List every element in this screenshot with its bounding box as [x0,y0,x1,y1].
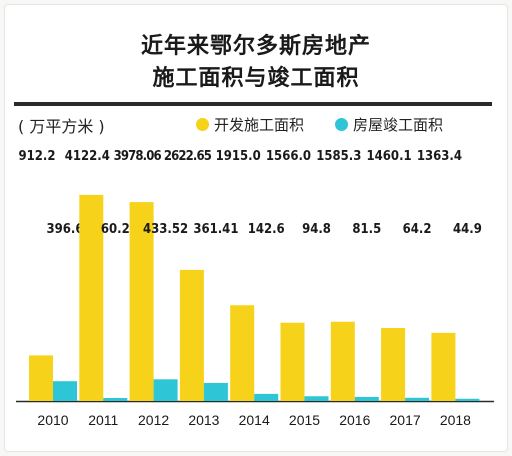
x-tick-label-2015: 2015 [289,412,320,428]
bar-construction-2011 [79,194,104,401]
chart-title-line2: 施工面积与竣工面积 [152,66,360,91]
bar-construction-2010 [29,355,53,401]
bar-completion-2010 [53,381,77,401]
data-label-completion-2015: 94.8 [302,222,331,237]
data-label-completion-2012: 433.52 [143,222,188,237]
bar-construction-2015 [280,322,305,401]
x-tick-label-2016: 2016 [339,412,370,428]
data-label-completion-2018: 44.9 [453,222,482,237]
bar-construction-2018 [431,332,456,401]
bar-construction-2016 [330,321,355,401]
bar-completion-2018 [455,398,480,401]
x-tick-label-2018: 2018 [440,412,471,428]
x-tick-label-2011: 2011 [88,412,118,428]
x-tick-label-2013: 2013 [188,412,219,428]
data-label-construction-2015: 1566.0 [266,149,311,164]
data-label-construction-2016: 1585.3 [316,149,361,164]
bar-completion-2016 [354,396,379,401]
legend-label-construction: 开发施工面积 [214,116,305,134]
bar-construction-2012 [129,202,154,401]
data-label-completion-2016: 81.5 [352,222,381,237]
data-label-completion-2010: 396.6 [47,222,84,237]
data-label-completion-2014: 142.6 [248,222,285,237]
data-label-construction-2010: 912.2 [19,149,56,164]
title-divider [14,102,492,106]
x-tick-label-2010: 2010 [37,412,68,428]
x-tick-label-2014: 2014 [239,412,270,428]
bar-construction-2017 [381,327,406,401]
bar-construction-2013 [179,269,204,401]
bar-construction-2014 [230,305,255,401]
legend-item-construction: 开发施工面积 [196,114,304,135]
x-tick-label-2012: 2012 [138,412,169,428]
data-label-construction-2014: 1915.0 [216,149,261,164]
chart-title-line1: 近年来鄂尔多斯房地产 [140,34,371,59]
data-label-construction-2012: 3978.06 [114,149,162,164]
data-label-construction-2011: 4122.4 [65,149,110,164]
legend-item-completion: 房屋竣工面积 [335,114,443,135]
bar-completion-2017 [405,397,430,401]
unit-label: ( 万平方米 ) [18,117,105,136]
bar-completion-2011 [103,397,128,401]
data-label-completion-2013: 361.41 [193,222,238,237]
x-tick-label-2017: 2017 [390,412,421,428]
legend-label-completion: 房屋竣工面积 [353,116,444,134]
data-label-construction-2013: 2622.65 [164,149,212,164]
bar-completion-2015 [304,396,329,401]
legend-swatch-construction [196,118,209,131]
data-label-construction-2017: 1460.1 [367,149,412,164]
data-label-completion-2011: 60.2 [101,222,130,237]
bar-completion-2013 [203,382,228,401]
data-label-construction-2018: 1363.4 [417,149,462,164]
bar-completion-2014 [254,393,279,401]
data-label-completion-2017: 64.2 [403,222,432,237]
legend-swatch-completion [335,118,348,131]
bar-completion-2012 [153,379,178,401]
